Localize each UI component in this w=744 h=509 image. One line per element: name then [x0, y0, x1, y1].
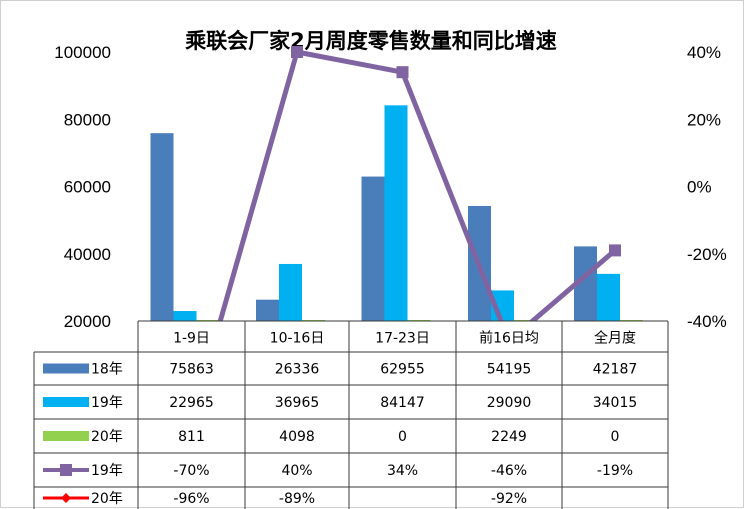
legend-key-marker [61, 493, 71, 503]
legend-label: 20年 [91, 429, 123, 445]
bar [597, 273, 620, 321]
data-label: 0 [398, 429, 407, 445]
data-label: 29090 [487, 395, 532, 411]
category-label: 1-9日 [173, 331, 210, 347]
legend-label: 20年 [91, 491, 123, 507]
data-label: 42187 [593, 362, 638, 378]
y2-tick-label: -20% [687, 245, 727, 264]
data-label: -46% [491, 463, 527, 479]
y-tick-label: 20000 [64, 312, 111, 331]
chart-title: 乘联会厂家2月周度零售数量和同比增速 [184, 29, 557, 53]
data-label: 26336 [275, 362, 320, 378]
y2-tick-label: -40% [687, 312, 727, 331]
category-label: 全月度 [594, 330, 636, 347]
legend-label: 19年 [91, 395, 123, 411]
line-series [192, 486, 510, 509]
data-label: -70% [173, 463, 209, 479]
bar [173, 311, 197, 321]
data-label: -92% [491, 491, 527, 507]
legend-label: 19年 [91, 463, 123, 479]
category-label: 前16日均 [479, 330, 539, 347]
data-label: 62955 [380, 362, 425, 378]
data-label: -96% [173, 491, 209, 507]
data-label: 84147 [380, 395, 425, 411]
line-marker [291, 46, 303, 58]
line-marker [396, 66, 409, 79]
y2-tick-label: 0% [687, 178, 712, 197]
data-label: 0 [611, 429, 620, 445]
data-label: 22965 [169, 395, 214, 411]
y-tick-label: 100000 [54, 43, 111, 62]
bar [384, 105, 408, 321]
bar [150, 133, 174, 321]
data-label: 34015 [593, 395, 638, 411]
data-label: 75863 [169, 362, 214, 378]
legend-label: 18年 [91, 362, 123, 378]
data-label: 34% [387, 463, 418, 479]
legend-key [43, 397, 89, 407]
bar [361, 176, 385, 321]
data-label: -89% [279, 491, 315, 507]
y-tick-label: 80000 [64, 110, 111, 129]
data-label: 2249 [491, 429, 527, 445]
y-tick-label: 60000 [64, 178, 111, 197]
y-tick-label: 40000 [64, 245, 111, 264]
data-label: 811 [178, 429, 205, 445]
y2-tick-label: 20% [687, 110, 721, 129]
y2-tick-label: 40% [687, 43, 721, 62]
category-label: 17-23日 [375, 331, 430, 347]
category-label: 10-16日 [270, 331, 325, 347]
bar [256, 299, 279, 321]
data-label: 4098 [279, 429, 315, 445]
data-label: 40% [281, 463, 312, 479]
legend-key [43, 363, 89, 374]
line-marker [609, 244, 621, 257]
legend-key-marker [60, 464, 72, 476]
bar [279, 263, 302, 321]
data-label: -19% [597, 463, 633, 479]
bar [574, 246, 597, 321]
legend-key [43, 431, 89, 441]
data-label: 36965 [275, 395, 320, 411]
data-label: 54195 [487, 362, 532, 378]
